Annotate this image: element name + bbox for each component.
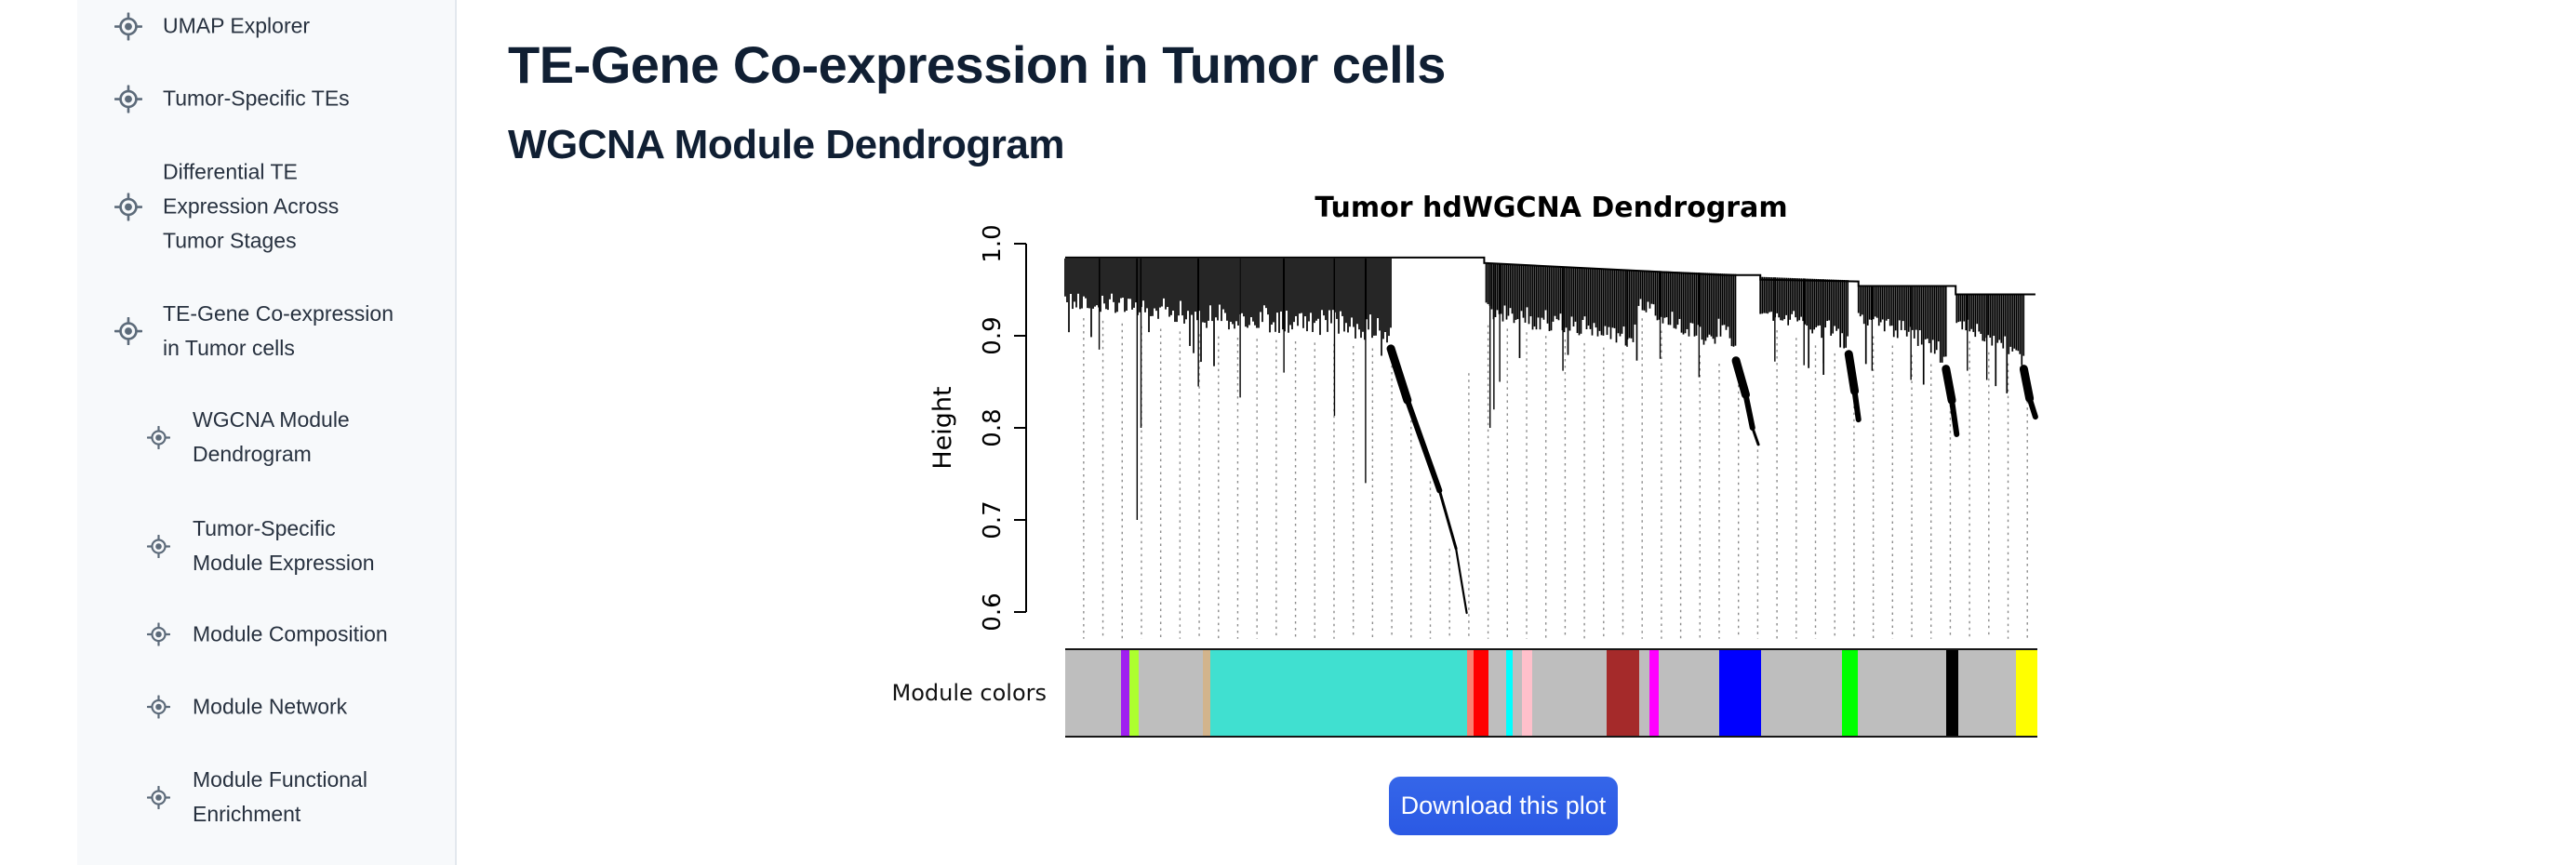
module-color-segment-purple <box>1120 650 1129 736</box>
module-color-segment-grey <box>1065 650 1121 736</box>
sidebar-item-differential-te-expression-across-tumor-stages[interactable]: Differential TE Expression Across Tumor … <box>114 155 405 259</box>
sidebar-item-label: Tumor-Specific TEs <box>163 86 350 111</box>
sidebar-item-label: Tumor-Specific Module Expression <box>193 516 375 575</box>
module-color-segment-blue <box>1718 650 1761 736</box>
module-color-segment-greenyellow <box>1128 650 1139 736</box>
target-icon <box>147 622 170 646</box>
plot-title: Tumor hdWGCNA Dendrogram <box>1315 192 1788 224</box>
dendrogram-plot: 0.6 0.7 0.8 0.9 1.0 Height <box>928 224 2038 639</box>
sidebar: UMAP Explorer Tumor-Specific TEs Different… <box>77 0 457 865</box>
sidebar-item-module-network[interactable]: Module Network <box>147 690 393 725</box>
module-color-segment-grey <box>1638 650 1649 736</box>
svg-text:0.9: 0.9 <box>979 316 1007 354</box>
module-color-segment-red <box>1473 650 1488 736</box>
module-color-segment-black <box>1945 650 1958 736</box>
module-color-segment-pink <box>1521 650 1532 736</box>
module-color-segment-grey <box>1760 650 1842 736</box>
module-color-segment-cyan <box>1505 650 1513 736</box>
module-colors-label: Module colors <box>891 680 1048 706</box>
svg-text:0.6: 0.6 <box>979 592 1007 631</box>
module-color-segment-green <box>1841 650 1858 736</box>
download-plot-button[interactable]: Download this plot <box>1389 777 1618 835</box>
sidebar-item-tumor-specific-tes[interactable]: Tumor-Specific TEs <box>114 82 405 116</box>
svg-text:Height: Height <box>928 386 957 469</box>
page-title: TE-Gene Co-expression in Tumor cells <box>508 34 1446 94</box>
sidebar-item-label: WGCNA Module Dendrogram <box>193 407 350 466</box>
module-color-segment-grey <box>1957 650 2016 736</box>
target-icon <box>147 695 170 719</box>
target-icon <box>114 193 142 220</box>
module-color-segment-grey <box>1138 650 1203 736</box>
module-color-segment-yellow <box>2015 650 2037 736</box>
sidebar-item-tumor-specific-module-expression[interactable]: Tumor-Specific Module Expression <box>147 512 393 580</box>
target-icon <box>147 785 170 809</box>
module-color-segment-grey <box>1531 650 1607 736</box>
module-color-segment-grey <box>1857 650 1946 736</box>
module-color-segment-turquoise <box>1209 650 1467 736</box>
target-icon <box>147 534 170 558</box>
sidebar-item-umap-explorer[interactable]: UMAP Explorer <box>114 9 405 44</box>
target-icon <box>147 425 170 449</box>
svg-text:0.8: 0.8 <box>979 408 1007 446</box>
target-icon <box>114 317 142 345</box>
section-title: WGCNA Module Dendrogram <box>508 121 1064 167</box>
module-color-segment-grey <box>1488 650 1506 736</box>
target-icon <box>114 12 142 40</box>
sidebar-item-wgcna-module-dendrogram[interactable]: WGCNA Module Dendrogram <box>147 403 393 472</box>
module-color-segment-grey <box>1512 650 1522 736</box>
sidebar-item-module-functional-enrichment[interactable]: Module Functional Enrichment <box>147 763 393 832</box>
sidebar-item-label: Module Composition <box>193 621 388 646</box>
module-color-segment-brown <box>1606 650 1639 736</box>
sidebar-item-label: TE-Gene Co-expression in Tumor cells <box>163 301 394 360</box>
sidebar-item-label: UMAP Explorer <box>163 13 311 38</box>
sidebar-item-module-composition[interactable]: Module Composition <box>147 618 393 652</box>
module-color-bar <box>1065 648 2037 738</box>
module-color-segment-tan <box>1202 650 1210 736</box>
svg-text:0.7: 0.7 <box>979 500 1007 539</box>
sidebar-item-label: Differential TE Expression Across Tumor … <box>163 159 340 253</box>
target-icon <box>114 85 142 113</box>
sidebar-item-label: Module Network <box>193 694 348 719</box>
sidebar-item-label: Module Functional Enrichment <box>193 767 367 826</box>
module-color-segment-salmon <box>1466 650 1474 736</box>
module-color-segment-grey <box>1658 650 1719 736</box>
svg-text:1.0: 1.0 <box>979 224 1007 262</box>
sidebar-item-te-gene-co-expression-in-tumor-cells[interactable]: TE-Gene Co-expression in Tumor cells <box>114 297 405 366</box>
module-color-segment-magenta <box>1648 650 1659 736</box>
